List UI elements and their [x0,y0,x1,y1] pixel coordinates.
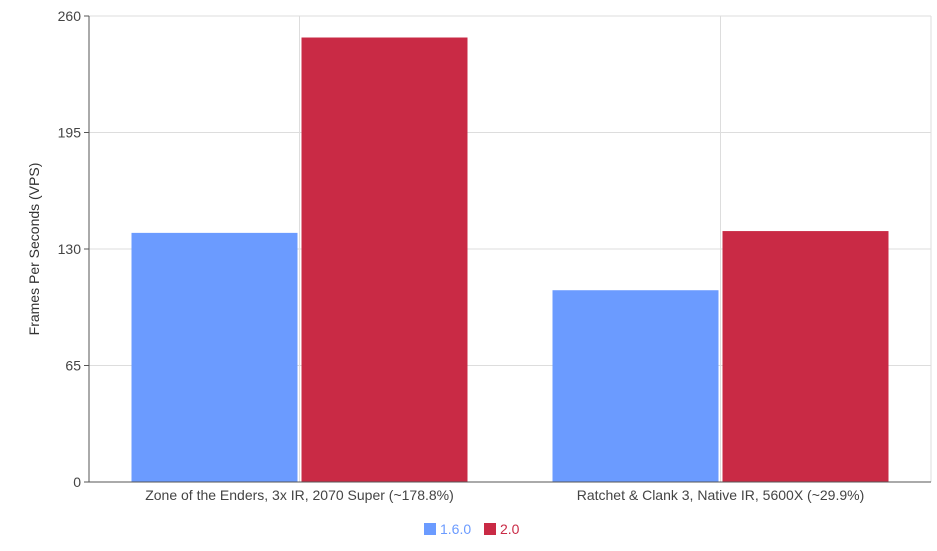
y-tick-label: 260 [58,8,82,24]
bar-1-6-0-1[interactable] [131,232,298,482]
bar-1-6-0-2[interactable] [552,290,719,482]
bars [131,37,889,482]
legend-swatch [424,523,436,535]
bar-2-0-1[interactable] [301,37,468,482]
legend[interactable]: 1.6.0 2.0 [424,521,520,537]
x-tick-label: Zone of the Enders, 3x IR, 2070 Super (~… [145,487,454,503]
y-tick-label: 0 [73,474,81,490]
bar-2-0-2[interactable] [722,231,889,482]
x-tick-labels: Zone of the Enders, 3x IR, 2070 Super (~… [145,487,864,503]
legend-label: 2.0 [500,521,520,537]
legend-label: 1.6.0 [440,521,471,537]
x-tick-label: Ratchet & Clank 3, Native IR, 5600X (~29… [577,487,865,503]
legend-item-1-6-0[interactable]: 1.6.0 [424,521,471,537]
legend-swatch [484,523,496,535]
y-axis-label: Frames Per Seconds (VPS) [26,163,42,336]
y-tick-label: 195 [58,125,82,141]
legend-item-2-0[interactable]: 2.0 [484,521,520,537]
y-tick-labels: 0 65 130 195 260 [58,8,82,490]
axes [84,15,931,483]
y-tick-label: 65 [65,358,81,374]
y-tick-label: 130 [58,241,82,257]
